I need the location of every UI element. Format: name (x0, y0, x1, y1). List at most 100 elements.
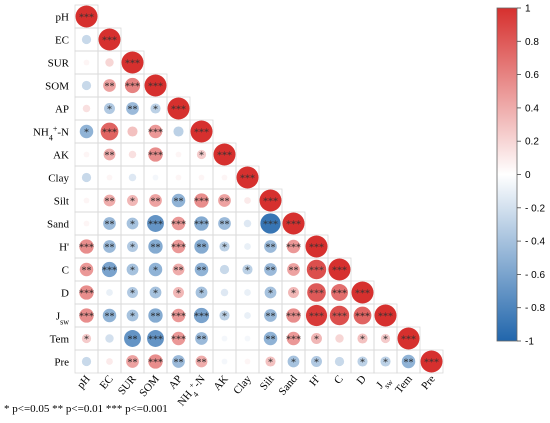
significance-stars: *** (125, 59, 140, 70)
significance-stars: * (84, 335, 89, 346)
corr-circle-h-clay (244, 243, 251, 250)
significance-stars: *** (148, 82, 163, 93)
row-label-pre: Pre (54, 357, 69, 369)
significance-stars: *** (332, 312, 347, 323)
corr-circle-som-ph (81, 80, 92, 91)
significance-stars: * (383, 335, 388, 346)
corr-circle-h-silt (264, 240, 277, 253)
corr-circle-sand-nh4-n (194, 216, 209, 231)
colorbar-tick-label: 1 (525, 4, 531, 15)
column-label-ph: pH (75, 373, 93, 391)
corr-circle-d-sur (127, 287, 138, 298)
corr-circle-d-h (307, 283, 326, 302)
corr-circle-jsw-c (329, 305, 350, 326)
significance-stars: *** (171, 335, 186, 346)
significance-stars: ** (151, 312, 161, 323)
corr-circle-clay-clay (236, 166, 259, 189)
colorbar-tick-label: - 0.4 (525, 237, 545, 248)
corr-circle-pre-ec (106, 358, 113, 365)
significance-stars: ** (220, 220, 230, 231)
corr-circle-c-som (148, 262, 163, 277)
corr-circle-h-ap (171, 239, 186, 254)
corr-circle-tem-som (147, 330, 164, 347)
corr-circle-h-sand (286, 239, 301, 254)
corr-circle-clay-som (152, 174, 159, 181)
corr-circle-tem-ec (105, 334, 114, 343)
colorbar-tick-label: 0 (525, 170, 531, 181)
significance-stars: * (314, 335, 319, 346)
row-label-ph: pH (56, 12, 70, 24)
significance-stars: ** (82, 266, 92, 277)
corr-circle-nh4-n-sur (127, 126, 138, 137)
significance-stars: *** (79, 312, 94, 323)
corr-circle-ec-ec (98, 28, 121, 51)
colorbar-tick-label: - 0.2 (525, 203, 545, 214)
corr-circle-d-clay (244, 289, 251, 296)
colorbar-tick-label: 0.6 (525, 70, 539, 81)
significance-stars: * (199, 289, 204, 300)
significance-stars: *** (102, 36, 117, 47)
corr-circle-silt-nh4-n (194, 193, 209, 208)
significance-stars: *** (309, 243, 324, 254)
significance-stars: ** (289, 266, 299, 277)
column-label-tem: Tem (393, 373, 415, 396)
corr-circle-jsw-ak (219, 310, 230, 321)
significance-stars: *** (171, 220, 186, 231)
corr-circle-nh4-n-ec (100, 122, 119, 141)
corr-circle-pre-h (311, 356, 322, 367)
significance-stars: *** (148, 128, 163, 139)
significance-stars: *** (286, 243, 301, 254)
significance-stars: *** (263, 197, 278, 208)
corr-circle-d-nh4-n (195, 286, 208, 299)
significance-stars: *** (79, 243, 94, 254)
significance-stars: *** (378, 312, 393, 323)
corr-circle-pre-tem (401, 354, 416, 369)
column-label-pre: Pre (419, 373, 438, 392)
significance-stars: * (383, 358, 388, 369)
row-label-ap: AP (55, 104, 69, 116)
corr-circle-jsw-jsw (374, 304, 397, 327)
corr-circle-pre-nh4-n (195, 355, 208, 368)
significance-stars: *** (355, 289, 370, 300)
significance-stars: ** (197, 243, 207, 254)
significance-stars: ** (105, 151, 115, 162)
significance-stars: ** (197, 266, 207, 277)
significance-stars: ** (105, 243, 115, 254)
significance-legend: * p<=0.05 ** p<=0.01 *** p<=0.001 (4, 403, 168, 415)
significance-stars: * (314, 358, 319, 369)
significance-stars: *** (148, 358, 163, 369)
significance-stars: *** (125, 82, 140, 93)
corr-circle-d-d (351, 281, 374, 304)
corr-circle-jsw-clay (244, 312, 251, 319)
significance-stars: * (360, 335, 365, 346)
significance-stars: *** (309, 266, 324, 277)
corr-circle-tem-nh4-n (195, 332, 208, 345)
corr-circle-ap-som (150, 103, 161, 114)
corr-circle-nh4-n-nh4-n (190, 120, 213, 143)
corr-circle-nh4-n-ph (79, 124, 94, 139)
significance-stars: ** (151, 197, 161, 208)
significance-stars: *** (286, 335, 301, 346)
corr-circle-tem-sand (286, 331, 301, 346)
corr-circle-h-ph (79, 239, 94, 254)
significance-stars: *** (332, 266, 347, 277)
significance-stars: *** (332, 289, 347, 300)
corr-circle-tem-d (357, 333, 368, 344)
corr-circle-ak-nh4-n (196, 149, 207, 160)
significance-stars: ** (105, 197, 115, 208)
corr-circle-tem-ak (221, 335, 228, 342)
significance-stars: * (222, 312, 227, 323)
corr-circle-ak-sur (128, 150, 137, 159)
corr-circle-sand-ec (103, 217, 116, 230)
column-label-sand: Sand (276, 373, 300, 398)
row-label-som: SOM (45, 81, 69, 93)
corr-circle-d-sand (288, 287, 299, 298)
row-label-clay: Clay (48, 173, 69, 185)
significance-stars: * (153, 266, 158, 277)
significance-stars: ** (105, 220, 115, 231)
corr-circle-pre-ph (81, 356, 92, 367)
significance-stars: * (130, 266, 135, 277)
corr-circle-pre-ak (221, 358, 228, 365)
significance-stars: ** (404, 358, 414, 369)
corr-circle-sand-som (147, 215, 164, 232)
